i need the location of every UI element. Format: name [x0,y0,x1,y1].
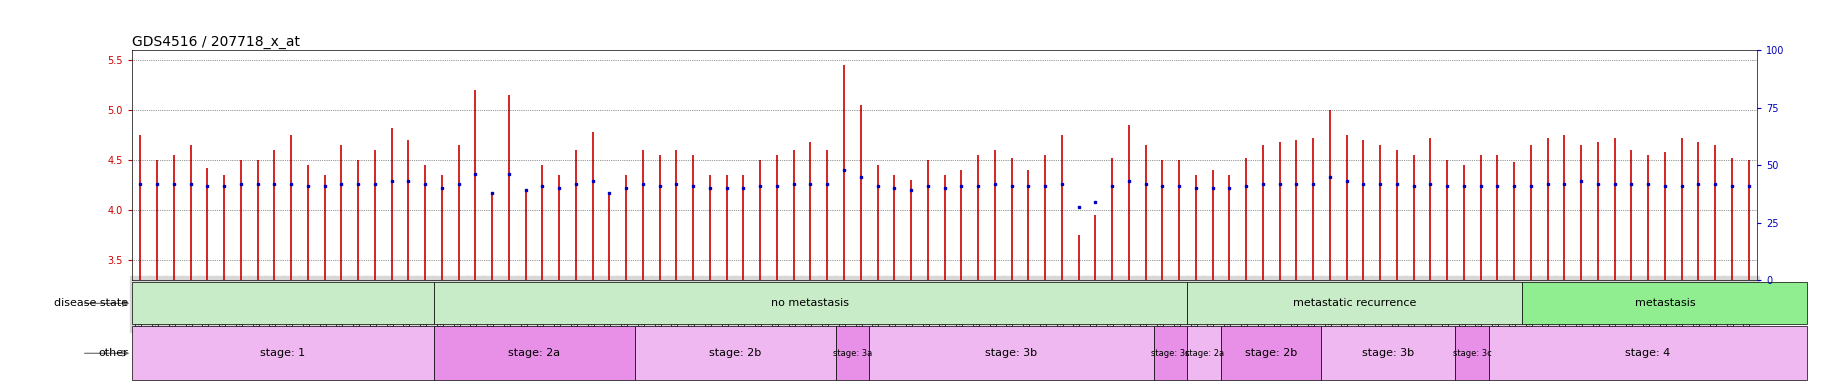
Bar [635,326,836,380]
Bar [132,326,433,380]
Text: stage: 3c: stage: 3c [1152,349,1190,358]
Text: disease state: disease state [55,298,128,308]
Text: other: other [99,348,128,358]
Bar [1187,282,1522,324]
Bar [1522,282,1806,324]
Text: stage: 3a: stage: 3a [833,349,871,358]
Bar [836,326,869,380]
Bar [433,326,635,380]
Bar [433,282,1187,324]
Text: no metastasis: no metastasis [772,298,849,308]
Bar [1154,326,1187,380]
Text: stage: 3b: stage: 3b [1363,348,1414,358]
Bar [1489,326,1806,380]
Bar [1221,326,1322,380]
Bar [1322,326,1456,380]
Bar [1187,326,1221,380]
Text: stage: 4: stage: 4 [1625,348,1671,358]
Text: GDS4516 / 207718_x_at: GDS4516 / 207718_x_at [132,35,301,49]
Bar [869,326,1154,380]
Text: stage: 2b: stage: 2b [1245,348,1297,358]
Bar [132,282,433,324]
Text: stage: 2a: stage: 2a [1185,349,1223,358]
Text: stage: 2a: stage: 2a [508,348,559,358]
Text: metastasis: metastasis [1634,298,1695,308]
Text: metastatic recurrence: metastatic recurrence [1293,298,1416,308]
Text: stage: 3c: stage: 3c [1453,349,1491,358]
Text: stage: 1: stage: 1 [260,348,306,358]
Text: stage: 2b: stage: 2b [710,348,761,358]
Bar [1456,326,1489,380]
Text: stage: 3b: stage: 3b [985,348,1038,358]
